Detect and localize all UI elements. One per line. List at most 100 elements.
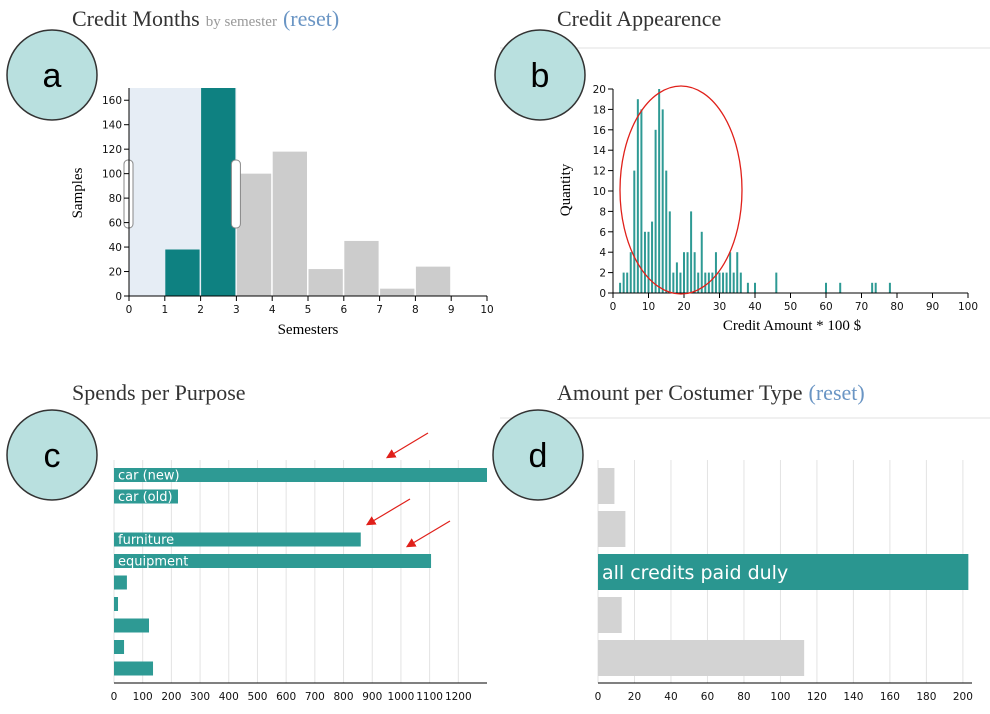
highlight-ellipse — [619, 85, 743, 295]
brush-handle[interactable] — [230, 159, 241, 229]
badge — [6, 409, 98, 501]
x-tick-label: 2 — [197, 304, 204, 316]
bar — [704, 272, 707, 293]
x-tick-label: 1 — [161, 304, 168, 316]
badge-label: d — [529, 437, 548, 475]
bar — [746, 282, 749, 293]
bar[interactable] — [380, 288, 415, 296]
bar[interactable] — [114, 554, 432, 568]
y-tick-label: 80 — [109, 193, 122, 205]
x-tick-label: 40 — [664, 691, 677, 703]
y-tick-label: 0 — [599, 288, 606, 300]
bar[interactable] — [114, 661, 154, 676]
title: Amount per Costumer Type — [557, 380, 803, 405]
bar[interactable] — [272, 151, 307, 296]
reset-link[interactable]: (reset) — [809, 380, 865, 405]
bar — [654, 129, 657, 293]
bar — [658, 89, 661, 293]
x-tick-label: 0 — [126, 304, 133, 316]
x-tick-label: 50 — [784, 301, 797, 313]
x-tick-label: 20 — [677, 301, 690, 313]
bar — [871, 282, 874, 293]
x-tick-label: 800 — [334, 691, 354, 703]
badge-label: b — [531, 57, 550, 95]
bar[interactable] — [165, 249, 200, 296]
x-tick-label: 4 — [269, 304, 276, 316]
x-tick-label: 200 — [953, 691, 973, 703]
bar — [736, 252, 739, 293]
y-tick-label: 14 — [593, 145, 607, 157]
x-tick-label: 80 — [737, 691, 750, 703]
y-tick-label: 40 — [109, 242, 122, 254]
y-tick-label: 18 — [593, 104, 606, 116]
arrow — [385, 432, 429, 459]
bar[interactable] — [114, 640, 125, 654]
x-tick-label: 20 — [628, 691, 641, 703]
badge — [494, 29, 586, 121]
x-tick-label: 8 — [412, 304, 419, 316]
bar — [725, 272, 728, 293]
x-tick-label: 40 — [748, 301, 761, 313]
bar[interactable] — [114, 532, 361, 547]
bar — [722, 272, 725, 293]
bar — [672, 272, 675, 293]
y-tick-label: 160 — [102, 95, 122, 107]
title: Credit Months — [72, 6, 200, 31]
bar[interactable] — [308, 269, 343, 296]
bar[interactable] — [344, 240, 379, 296]
y-tick-label: 10 — [593, 186, 606, 198]
bar — [839, 282, 842, 293]
bar — [661, 109, 664, 294]
chart-panel: Amount per Costumer Type (reset) 0 20 40 60 80… — [557, 380, 973, 703]
arrow — [365, 498, 411, 526]
chart-panel: Credit Months by semester (reset)020406080… — [70, 6, 494, 338]
reset-link[interactable]: (reset) — [283, 6, 339, 31]
bar[interactable] — [598, 468, 615, 504]
x-tick-label: 600 — [276, 691, 296, 703]
chart-title: Spends per Purpose — [72, 380, 246, 405]
x-tick-label: 30 — [713, 301, 726, 313]
bar[interactable] — [598, 597, 622, 633]
bar — [683, 252, 685, 293]
bar — [633, 170, 636, 293]
x-tick-label: 500 — [247, 691, 267, 703]
bar — [675, 262, 678, 293]
bar[interactable] — [598, 640, 805, 676]
bar[interactable] — [114, 468, 487, 482]
bar[interactable] — [201, 88, 236, 296]
x-axis-title: Credit Amount * 100 $ — [723, 318, 862, 334]
bar — [700, 231, 703, 293]
x-tick-label: 9 — [448, 304, 455, 316]
bar-label: furniture — [118, 533, 174, 548]
y-axis-title: Samples — [70, 167, 86, 218]
bar[interactable] — [114, 618, 150, 633]
bar — [718, 272, 721, 293]
chart-title: Credit Months by semester (reset) — [72, 6, 339, 31]
bar — [888, 282, 891, 293]
bar — [643, 231, 646, 293]
x-tick-label: 1100 — [416, 691, 443, 703]
bar[interactable] — [114, 489, 178, 504]
bar — [754, 282, 756, 293]
bar[interactable] — [114, 597, 119, 611]
bar — [874, 282, 877, 293]
bar[interactable] — [598, 511, 626, 547]
title: Credit Appearence — [557, 6, 721, 31]
y-tick-label: 16 — [593, 125, 607, 137]
bar — [647, 231, 650, 293]
bar-label: all credits paid duly — [602, 562, 788, 584]
x-tick-label: 7 — [376, 304, 383, 316]
bar[interactable] — [236, 173, 272, 296]
x-tick-label: 180 — [916, 691, 936, 703]
x-tick-label: 100 — [958, 301, 978, 313]
bar[interactable] — [114, 575, 127, 590]
bar[interactable] — [415, 266, 451, 296]
x-tick-label: 6 — [340, 304, 347, 316]
bar — [697, 272, 700, 293]
bar — [729, 252, 732, 293]
y-tick-label: 8 — [599, 206, 606, 218]
bar — [679, 272, 682, 293]
bar[interactable] — [598, 554, 969, 590]
y-tick-label: 2 — [599, 268, 606, 280]
